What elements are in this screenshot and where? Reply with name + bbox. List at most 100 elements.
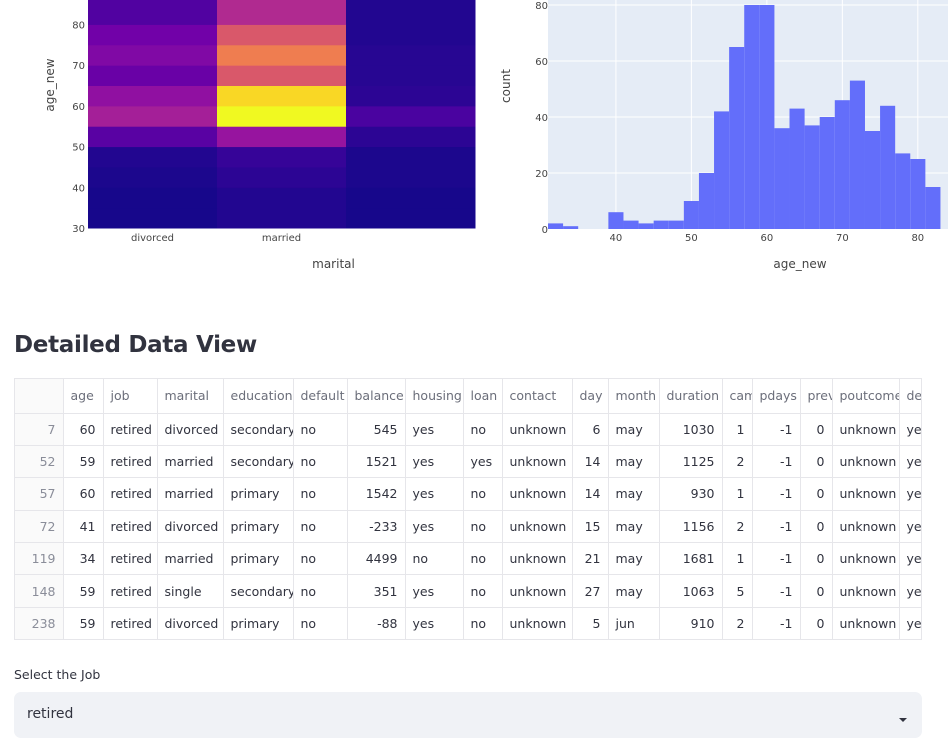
table-cell[interactable]: retired xyxy=(103,607,158,639)
table-cell[interactable]: no xyxy=(463,607,503,639)
table-cell[interactable]: 1542 xyxy=(347,477,406,511)
table-cell[interactable]: no xyxy=(463,510,503,544)
table-cell[interactable]: -1 xyxy=(752,542,801,576)
table-cell[interactable]: married xyxy=(157,542,224,576)
table-cell[interactable]: may xyxy=(608,574,660,608)
table-cell[interactable]: 5 xyxy=(572,607,609,639)
table-cell[interactable]: unknown xyxy=(832,413,900,446)
table-cell[interactable]: unknown xyxy=(832,542,900,576)
table-cell[interactable]: yes xyxy=(899,510,921,544)
table-cell[interactable]: unknown xyxy=(502,542,573,576)
table-cell[interactable]: unknown xyxy=(502,510,573,544)
table-cell[interactable]: -1 xyxy=(752,477,801,511)
table-cell[interactable]: 0 xyxy=(800,413,833,446)
column-header[interactable]: marital xyxy=(157,379,224,414)
table-row[interactable]: 148 59 retired single secondary no 351 yes no unk… xyxy=(15,574,921,608)
table-cell[interactable]: 15 xyxy=(572,510,609,544)
table-cell[interactable]: retired xyxy=(103,445,158,479)
column-header[interactable]: day xyxy=(572,379,609,414)
table-cell[interactable]: secondary xyxy=(223,574,294,608)
table-cell[interactable]: 1156 xyxy=(659,510,723,544)
table-cell[interactable]: 59 xyxy=(63,445,104,479)
table-cell[interactable]: 21 xyxy=(572,542,609,576)
table-cell[interactable]: yes xyxy=(405,607,464,639)
table-cell[interactable]: 4499 xyxy=(347,542,406,576)
table-cell[interactable]: unknown xyxy=(502,574,573,608)
table-cell[interactable]: divorced xyxy=(157,413,224,446)
column-header[interactable]: pdays xyxy=(752,379,801,414)
table-cell[interactable]: 0 xyxy=(800,477,833,511)
table-cell[interactable]: unknown xyxy=(832,510,900,544)
table-cell[interactable]: may xyxy=(608,413,660,446)
column-header[interactable]: default xyxy=(293,379,348,414)
table-cell[interactable]: unknown xyxy=(832,607,900,639)
table-cell[interactable]: unknown xyxy=(832,445,900,479)
table-cell[interactable]: -88 xyxy=(347,607,406,639)
table-cell[interactable]: jun xyxy=(608,607,660,639)
table-cell[interactable]: primary xyxy=(223,510,294,544)
table-cell[interactable]: secondary xyxy=(223,413,294,446)
table-cell[interactable]: no xyxy=(293,445,348,479)
table-cell[interactable]: unknown xyxy=(502,607,573,639)
table-cell[interactable]: -1 xyxy=(752,607,801,639)
table-cell[interactable]: 60 xyxy=(63,413,104,446)
row-index-cell[interactable]: 148 xyxy=(15,574,64,608)
column-header[interactable]: month xyxy=(608,379,660,414)
table-cell[interactable]: 1521 xyxy=(347,445,406,479)
table-cell[interactable]: no xyxy=(405,542,464,576)
table-cell[interactable]: 1 xyxy=(722,413,753,446)
table-cell[interactable]: yes xyxy=(405,413,464,446)
table-cell[interactable]: divorced xyxy=(157,510,224,544)
table-cell[interactable]: married xyxy=(157,477,224,511)
table-cell[interactable]: no xyxy=(293,574,348,608)
table-cell[interactable]: single xyxy=(157,574,224,608)
table-cell[interactable]: no xyxy=(463,574,503,608)
table-cell[interactable]: 41 xyxy=(63,510,104,544)
table-cell[interactable]: may xyxy=(608,542,660,576)
table-cell[interactable]: 1681 xyxy=(659,542,723,576)
column-header[interactable]: age xyxy=(63,379,104,414)
table-row[interactable]: 238 59 retired divorced primary no -88 yes no unk… xyxy=(15,607,921,639)
column-header[interactable]: balance xyxy=(347,379,406,414)
table-cell[interactable]: unknown xyxy=(502,413,573,446)
table-cell[interactable]: 0 xyxy=(800,510,833,544)
table-cell[interactable]: yes xyxy=(405,477,464,511)
table-cell[interactable]: yes xyxy=(405,574,464,608)
table-cell[interactable]: no xyxy=(293,413,348,446)
table-cell[interactable]: may xyxy=(608,477,660,511)
table-cell[interactable]: 14 xyxy=(572,445,609,479)
table-cell[interactable]: no xyxy=(463,477,503,511)
table-cell[interactable]: yes xyxy=(899,445,921,479)
table-cell[interactable]: no xyxy=(293,477,348,511)
table-cell[interactable]: yes xyxy=(405,510,464,544)
column-header[interactable]: loan xyxy=(463,379,503,414)
table-cell[interactable]: 0 xyxy=(800,574,833,608)
table-cell[interactable]: -1 xyxy=(752,445,801,479)
table-row[interactable]: 52 59 retired married secondary no 1521 yes yes u… xyxy=(15,445,921,479)
table-cell[interactable]: unknown xyxy=(502,477,573,511)
table-cell[interactable]: 2 xyxy=(722,445,753,479)
row-index-cell[interactable]: 7 xyxy=(15,413,64,446)
table-cell[interactable]: -1 xyxy=(752,574,801,608)
table-cell[interactable]: yes xyxy=(899,607,921,639)
row-index-cell[interactable]: 57 xyxy=(15,477,64,511)
table-cell[interactable]: 351 xyxy=(347,574,406,608)
table-cell[interactable]: 545 xyxy=(347,413,406,446)
table-cell[interactable]: 59 xyxy=(63,607,104,639)
table-cell[interactable]: 34 xyxy=(63,542,104,576)
chevron-down-icon[interactable] xyxy=(898,711,908,729)
table-cell[interactable]: 59 xyxy=(63,574,104,608)
table-cell[interactable]: 1125 xyxy=(659,445,723,479)
table-cell[interactable]: retired xyxy=(103,574,158,608)
row-index-cell[interactable]: 72 xyxy=(15,510,64,544)
table-row[interactable]: 57 60 retired married primary no 1542 yes no unkn… xyxy=(15,477,921,511)
row-index-cell[interactable]: 238 xyxy=(15,607,64,639)
table-cell[interactable]: yes xyxy=(405,445,464,479)
table-cell[interactable]: yes xyxy=(899,413,921,446)
job-select[interactable]: retired xyxy=(14,692,922,738)
column-header[interactable]: job xyxy=(103,379,158,414)
table-cell[interactable]: may xyxy=(608,510,660,544)
table-row[interactable]: 119 34 retired married primary no 4499 no no unkn… xyxy=(15,542,921,576)
column-header[interactable]: poutcome xyxy=(832,379,900,414)
table-cell[interactable]: retired xyxy=(103,542,158,576)
